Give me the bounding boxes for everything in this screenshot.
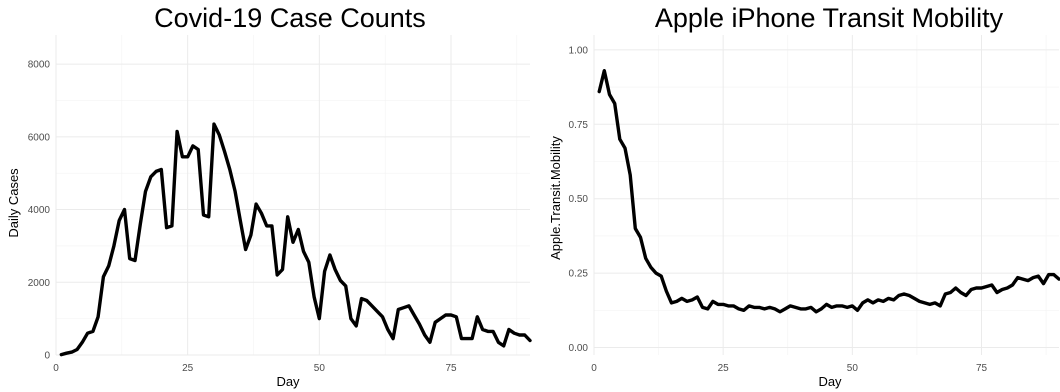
x-tick-label: 25 [182, 363, 194, 374]
y-tick-label: 1.00 [569, 45, 589, 56]
chart-title: Apple iPhone Transit Mobility [655, 3, 1004, 33]
apple-transit-mobility-chart: Apple iPhone Transit Mobility Day Apple.… [548, 3, 1060, 389]
x-axis-title: Day [818, 374, 842, 389]
x-tick-label: 75 [976, 363, 988, 374]
y-tick-label: 2000 [28, 278, 51, 289]
chart-title: Covid-19 Case Counts [154, 3, 426, 33]
x-axis-title: Day [276, 374, 300, 389]
series-line [59, 122, 532, 357]
covid-case-counts-chart: Covid-19 Case Counts Day Daily Cases 0 25… [6, 3, 532, 389]
y-tick-label: 6000 [28, 132, 51, 143]
x-tick-label: 75 [445, 363, 457, 374]
x-tick-label: 0 [591, 363, 597, 374]
x-tick-label: 25 [718, 363, 730, 374]
y-tick-label: 0.75 [569, 120, 589, 131]
y-tick-label: 0.00 [569, 343, 589, 354]
y-tick-label: 0 [44, 351, 50, 362]
y-tick-label: 0.25 [569, 269, 589, 280]
series-line [597, 68, 1060, 314]
y-tick-label: 8000 [28, 60, 51, 71]
y-axis-title: Daily Cases [6, 168, 21, 238]
x-tick-label: 50 [847, 363, 859, 374]
gridlines [593, 35, 1059, 355]
gridlines [55, 35, 530, 356]
y-axis-title: Apple.Transit.Mobility [548, 136, 563, 260]
y-tick-label: 4000 [28, 205, 51, 216]
x-tick-label: 50 [314, 363, 326, 374]
x-tick-label: 0 [53, 363, 59, 374]
y-tick-label: 0.50 [569, 194, 589, 205]
